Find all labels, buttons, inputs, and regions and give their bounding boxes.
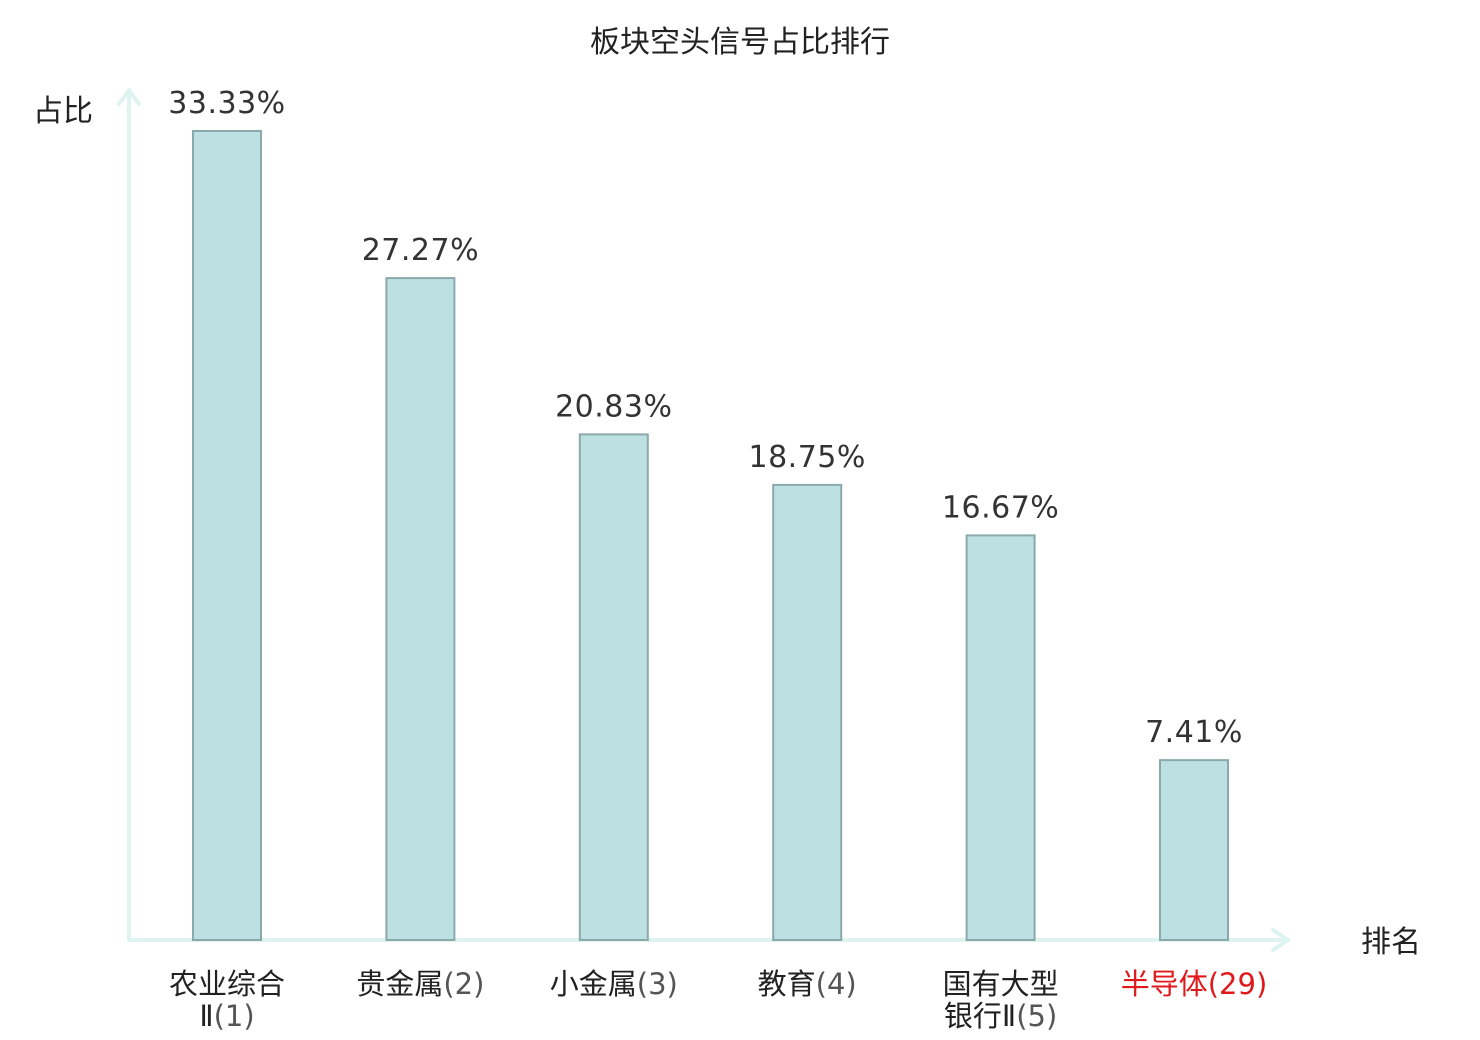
x-tick-label-line: 国有大型 bbox=[943, 967, 1059, 1001]
x-tick-label-line: 教育(4) bbox=[758, 967, 857, 1001]
x-axis: 排名 bbox=[127, 925, 1421, 960]
bar bbox=[192, 130, 262, 941]
x-tick-labels: 农业综合 Ⅱ(1) 贵金属(2) 小金属(3) 教育(4) 国有大型银行Ⅱ(5) 半导体(2… bbox=[169, 967, 1267, 1033]
x-tick-rank: (5) bbox=[1016, 999, 1057, 1033]
x-tick-rank: (1) bbox=[214, 999, 255, 1033]
x-tick-rank: (4) bbox=[816, 967, 857, 1001]
bar-value-label: 7.41% bbox=[1145, 715, 1243, 750]
x-tick-label: 贵金属(2) bbox=[356, 967, 484, 1001]
bar bbox=[772, 483, 843, 941]
bar-value-label: 27.27% bbox=[362, 233, 479, 268]
bar bbox=[385, 277, 456, 942]
x-tick-label-line: 农业综合 bbox=[169, 967, 285, 1001]
bar-value-label: 16.67% bbox=[942, 490, 1059, 525]
bar bbox=[965, 534, 1036, 942]
bar bbox=[578, 433, 649, 941]
chart-title: 板块空头信号占比排行 bbox=[590, 25, 890, 60]
x-tick-label-line: 小金属(3) bbox=[550, 967, 678, 1001]
x-tick-label: 小金属(3) bbox=[550, 967, 678, 1001]
x-tick-label: 国有大型银行Ⅱ(5) bbox=[943, 967, 1059, 1033]
y-axis-title: 占比 bbox=[33, 94, 93, 129]
data-labels: 33.33% 27.27% 20.83% 18.75% 16.67% 7.41% bbox=[168, 86, 1243, 750]
bar bbox=[1159, 759, 1229, 941]
x-tick-label-line: 银行Ⅱ(5) bbox=[944, 999, 1057, 1033]
y-axis-arrow-icon bbox=[117, 88, 141, 106]
x-tick-label-line: 贵金属(2) bbox=[356, 967, 484, 1001]
x-tick-rank: (2) bbox=[443, 967, 484, 1001]
bar-value-label: 18.75% bbox=[749, 440, 866, 475]
bar-value-label: 20.83% bbox=[555, 389, 672, 424]
bar-series bbox=[192, 130, 1229, 942]
x-tick-rank: (3) bbox=[637, 967, 678, 1001]
x-tick-label: 教育(4) bbox=[758, 967, 857, 1001]
bar-value-label: 33.33% bbox=[168, 86, 285, 121]
x-axis-title: 排名 bbox=[1361, 925, 1421, 960]
x-axis-arrow-icon bbox=[1271, 928, 1290, 952]
x-tick-label-line: 半导体(29) bbox=[1121, 967, 1268, 1001]
x-tick-label-line: Ⅱ(1) bbox=[199, 999, 254, 1033]
x-tick-rank: (29) bbox=[1208, 967, 1268, 1001]
y-axis: 占比 bbox=[33, 88, 141, 942]
x-tick-label: 半导体(29) bbox=[1121, 967, 1268, 1001]
x-tick-label: 农业综合 Ⅱ(1) bbox=[169, 967, 285, 1033]
